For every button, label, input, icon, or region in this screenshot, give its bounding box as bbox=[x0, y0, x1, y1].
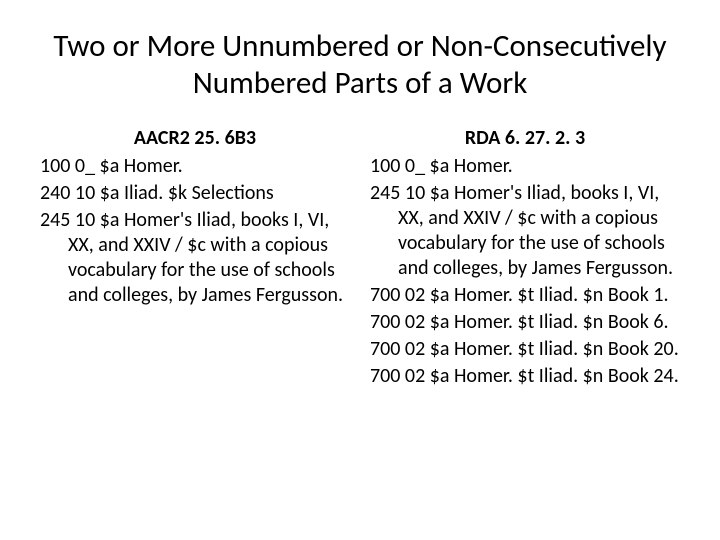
left-heading: AACR2 25. 6B3 bbox=[40, 126, 350, 150]
left-line: 245 10 $a Homer's Iliad, books I, VI, XX… bbox=[40, 208, 350, 308]
columns-container: AACR2 25. 6B3 100 0_ $a Homer. 240 10 $a… bbox=[40, 126, 680, 391]
right-heading: RDA 6. 27. 2. 3 bbox=[370, 126, 680, 150]
right-line: 700 02 $a Homer. $t Iliad. $n Book 6. bbox=[370, 310, 680, 335]
right-line: 100 0_ $a Homer. bbox=[370, 154, 680, 179]
page-title: Two or More Unnumbered or Non-Consecutiv… bbox=[40, 28, 680, 102]
left-line: 100 0_ $a Homer. bbox=[40, 154, 350, 179]
left-column: AACR2 25. 6B3 100 0_ $a Homer. 240 10 $a… bbox=[40, 126, 350, 391]
right-line: 700 02 $a Homer. $t Iliad. $n Book 24. bbox=[370, 364, 680, 389]
right-line: 700 02 $a Homer. $t Iliad. $n Book 20. bbox=[370, 337, 680, 362]
right-column: RDA 6. 27. 2. 3 100 0_ $a Homer. 245 10 … bbox=[370, 126, 680, 391]
right-line: 245 10 $a Homer's Iliad, books I, VI, XX… bbox=[370, 181, 680, 281]
right-line: 700 02 $a Homer. $t Iliad. $n Book 1. bbox=[370, 283, 680, 308]
left-line: 240 10 $a Iliad. $k Selections bbox=[40, 181, 350, 206]
